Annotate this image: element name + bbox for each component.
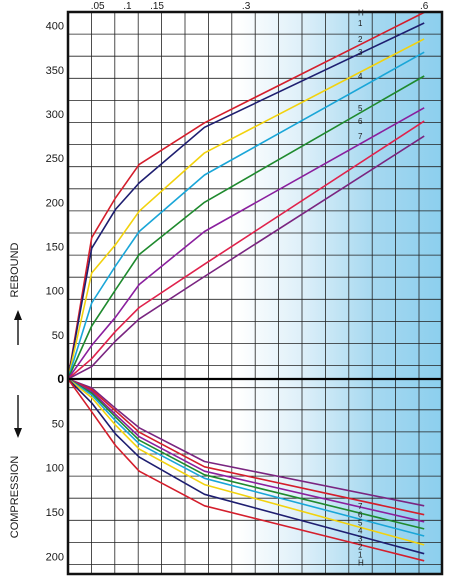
rebound-series-label: 6 — [358, 117, 363, 126]
rebound-tick-label: 300 — [46, 109, 64, 121]
compression-arrowhead-icon — [14, 428, 22, 438]
rebound-series-line-7 — [67, 135, 425, 380]
rebound-series-line-2 — [67, 38, 425, 380]
compression-series-line-3 — [67, 378, 425, 537]
compression-axis-label: COMPRESSION — [9, 456, 21, 539]
rebound-tick-label: 50 — [52, 330, 64, 342]
rebound-series-label: H — [358, 8, 364, 17]
compression-series-label: 2 — [358, 543, 363, 552]
rebound-series-label: 4 — [358, 72, 363, 81]
x-tick-label: .3 — [242, 1, 251, 12]
rebound-arrowhead-icon — [14, 310, 22, 320]
compression-tick-label: 150 — [46, 507, 64, 519]
rebound-tick-label: 350 — [46, 65, 64, 77]
rebound-series-line-3 — [67, 51, 425, 380]
rebound-tick-label: 150 — [46, 242, 64, 254]
compression-tick-label: 200 — [46, 551, 64, 563]
compression-series-line-6 — [67, 378, 425, 516]
compression-series-line-h — [67, 378, 425, 562]
zero-tick-label: 0 — [57, 372, 64, 386]
rebound-tick-label: 250 — [46, 153, 64, 165]
compression-series-label: 1 — [358, 551, 363, 560]
rebound-series-line-4 — [67, 75, 425, 380]
rebound-series-label: 2 — [358, 35, 363, 44]
rebound-tick-label: 100 — [46, 286, 64, 298]
compression-series-line-5 — [67, 378, 425, 523]
series-layer — [67, 11, 425, 562]
compression-series-label: 4 — [358, 527, 363, 536]
x-tick-label: .15 — [150, 1, 164, 12]
rebound-series-label: 7 — [358, 132, 363, 141]
compression-series-label: 3 — [358, 535, 363, 544]
rebound-tick-label: 200 — [46, 197, 64, 209]
grid — [68, 12, 442, 574]
compression-tick-label: 100 — [46, 463, 64, 475]
rebound-series-line-1 — [67, 22, 425, 380]
compression-series-label: 5 — [358, 519, 363, 528]
compression-series-line-7 — [67, 378, 425, 507]
compression-series-label: H — [358, 559, 364, 568]
rebound-series-label: 3 — [358, 48, 363, 57]
rebound-tick-label: 400 — [46, 21, 64, 33]
rebound-series-label: 5 — [358, 104, 363, 113]
compression-tick-label: 50 — [52, 418, 64, 430]
compression-series-label: 7 — [358, 502, 363, 511]
axis-labels-layer: REBOUND COMPRESSION — [9, 242, 22, 538]
x-tick-label: .05 — [91, 1, 105, 12]
compression-series-line-1 — [67, 378, 425, 555]
rebound-series-label: 1 — [358, 19, 363, 28]
rebound-axis-label: REBOUND — [9, 242, 21, 297]
x-tick-label: .1 — [123, 1, 132, 12]
compression-series-line-4 — [67, 378, 425, 530]
rebound-series-line-h — [67, 11, 425, 380]
compression-series-line-2 — [67, 378, 425, 546]
rebound-series-line-6 — [67, 120, 425, 380]
ticks-layer: .05.1.15.3.64003503002502001501005050100… — [46, 1, 429, 563]
compression-series-label: 6 — [358, 511, 363, 520]
plot-frame — [66, 10, 444, 576]
rebound-series-line-5 — [67, 107, 425, 380]
x-tick-label: .6 — [420, 1, 429, 12]
